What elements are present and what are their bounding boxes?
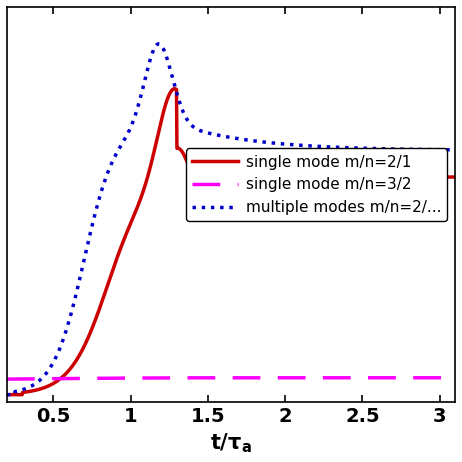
single mode m/n=2/1	[172, 86, 177, 91]
Line: multiple modes m/n=2/...: multiple modes m/n=2/...	[7, 44, 455, 395]
single mode m/n=3/2	[353, 375, 359, 381]
multiple modes m/n=2/...	[4, 392, 10, 397]
single mode m/n=2/1	[186, 163, 191, 168]
multiple modes m/n=2/...	[186, 119, 191, 125]
Line: single mode m/n=3/2: single mode m/n=3/2	[7, 378, 455, 379]
multiple modes m/n=2/...	[50, 361, 55, 366]
multiple modes m/n=2/...	[312, 143, 318, 149]
single mode m/n=2/1	[452, 174, 458, 180]
single mode m/n=3/2	[362, 375, 367, 381]
X-axis label: $\mathbf{t/\tau_a}$: $\mathbf{t/\tau_a}$	[210, 432, 252, 455]
single mode m/n=2/1	[354, 175, 359, 181]
single mode m/n=2/1	[362, 175, 368, 181]
single mode m/n=3/2	[452, 375, 458, 381]
single mode m/n=3/2	[50, 376, 55, 382]
multiple modes m/n=2/...	[354, 145, 359, 151]
single mode m/n=3/2	[4, 377, 10, 382]
Legend: single mode m/n=2/1, single mode m/n=3/2, multiple modes m/n=2/...: single mode m/n=2/1, single mode m/n=3/2…	[186, 148, 447, 221]
single mode m/n=3/2	[185, 375, 191, 381]
single mode m/n=2/1	[50, 381, 55, 387]
multiple modes m/n=2/...	[452, 147, 458, 152]
multiple modes m/n=2/...	[362, 146, 368, 151]
single mode m/n=3/2	[201, 375, 207, 381]
single mode m/n=2/1	[202, 195, 207, 200]
Line: single mode m/n=2/1: single mode m/n=2/1	[7, 89, 455, 395]
single mode m/n=2/1	[4, 392, 10, 397]
single mode m/n=3/2	[312, 375, 317, 381]
multiple modes m/n=2/...	[202, 129, 207, 135]
multiple modes m/n=2/...	[156, 41, 161, 47]
single mode m/n=2/1	[312, 177, 318, 182]
